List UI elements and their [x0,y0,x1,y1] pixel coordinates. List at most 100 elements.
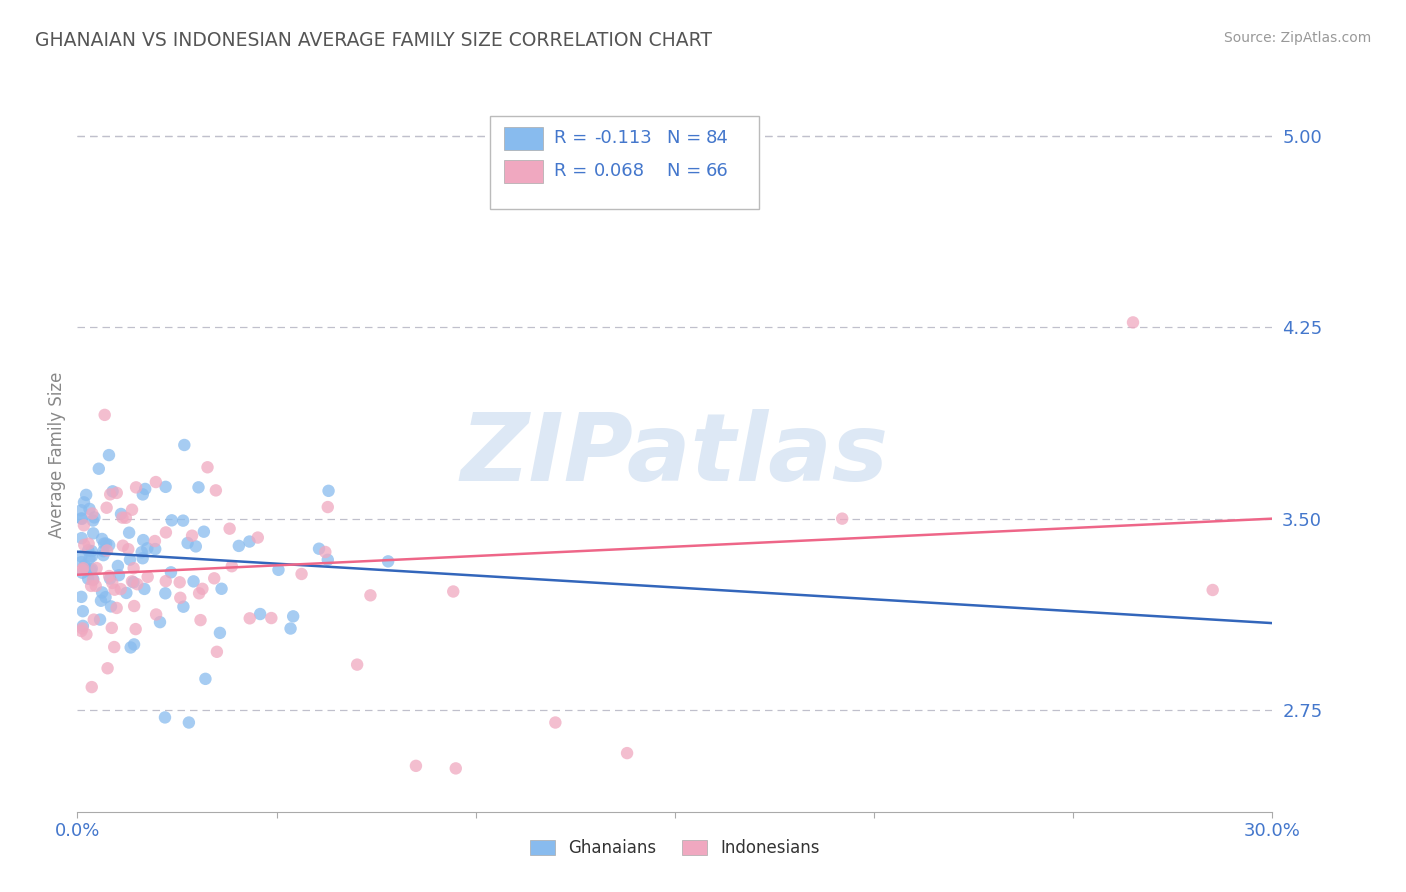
Point [103,640,125,654]
Point [82,573,104,587]
Point [101,484,124,499]
Point [108,568,131,582]
Point [84,579,107,593]
Point [80,563,103,577]
Point [260,611,283,625]
Point [73,518,96,533]
Text: ZIPatlas: ZIPatlas [461,409,889,501]
Point [169,575,191,590]
Point [87,461,110,475]
Point [153,710,176,724]
Point [72,619,94,633]
Point [111,510,134,524]
Point [82,507,104,521]
Text: N =: N = [666,162,707,180]
Text: -0.113: -0.113 [593,129,651,147]
Point [70,555,93,569]
Point [77,537,100,551]
Point [72,563,94,577]
Point [98,538,121,552]
Point [96,543,118,558]
Point [100,599,122,614]
Point [155,525,177,540]
Point [318,483,340,498]
Point [97,661,120,675]
Point [190,613,212,627]
Point [98,487,121,501]
Point [290,566,312,581]
Point [211,582,233,596]
Point [122,561,145,575]
Point [173,438,195,452]
Point [93,536,115,550]
Point [155,480,177,494]
Point [80,549,103,564]
Text: N =: N = [666,129,707,147]
Point [70,566,93,580]
Point [80,680,103,694]
Point [79,502,101,516]
Point [70,549,93,564]
Point [405,759,427,773]
Point [160,566,183,580]
Point [831,511,853,525]
Point [70,590,93,604]
Point [73,538,96,552]
Point [172,599,194,614]
Point [79,551,101,566]
Point [283,609,305,624]
Point [143,542,166,557]
Point [183,574,205,589]
Point [1201,582,1223,597]
Point [73,558,96,573]
Point [239,611,262,625]
Point [544,715,567,730]
Point [228,539,250,553]
Point [107,558,129,573]
Point [72,604,94,618]
Point [91,585,114,599]
Point [96,500,118,515]
Point [118,552,141,566]
Point [155,574,177,589]
Point [94,536,117,550]
Point [205,483,228,498]
Point [149,615,172,629]
Point [115,510,138,524]
Point [77,572,100,586]
Point [80,562,103,576]
Point [75,627,97,641]
Point [120,640,142,655]
Point [1122,315,1144,329]
Text: Source: ZipAtlas.com: Source: ZipAtlas.com [1223,31,1371,45]
Point [98,569,121,583]
Point [82,526,104,541]
Point [115,586,138,600]
Point [122,637,145,651]
Point [80,579,103,593]
Point [83,510,105,524]
Point [125,480,148,494]
Point [105,601,128,615]
Point [184,540,207,554]
Point [70,624,93,638]
Point [70,512,93,526]
Point [169,591,191,605]
Point [118,525,141,540]
Point [246,531,269,545]
Point [91,532,114,546]
Point [145,607,167,622]
Point [72,561,94,575]
Point [105,486,128,500]
Point [111,539,134,553]
Point [188,586,211,600]
Point [316,500,339,514]
Point [70,531,93,545]
Point [101,621,124,635]
Point [616,746,638,760]
Point [77,543,100,558]
Point [93,544,115,558]
Point [82,573,104,587]
Point [89,613,111,627]
Point [101,576,124,591]
